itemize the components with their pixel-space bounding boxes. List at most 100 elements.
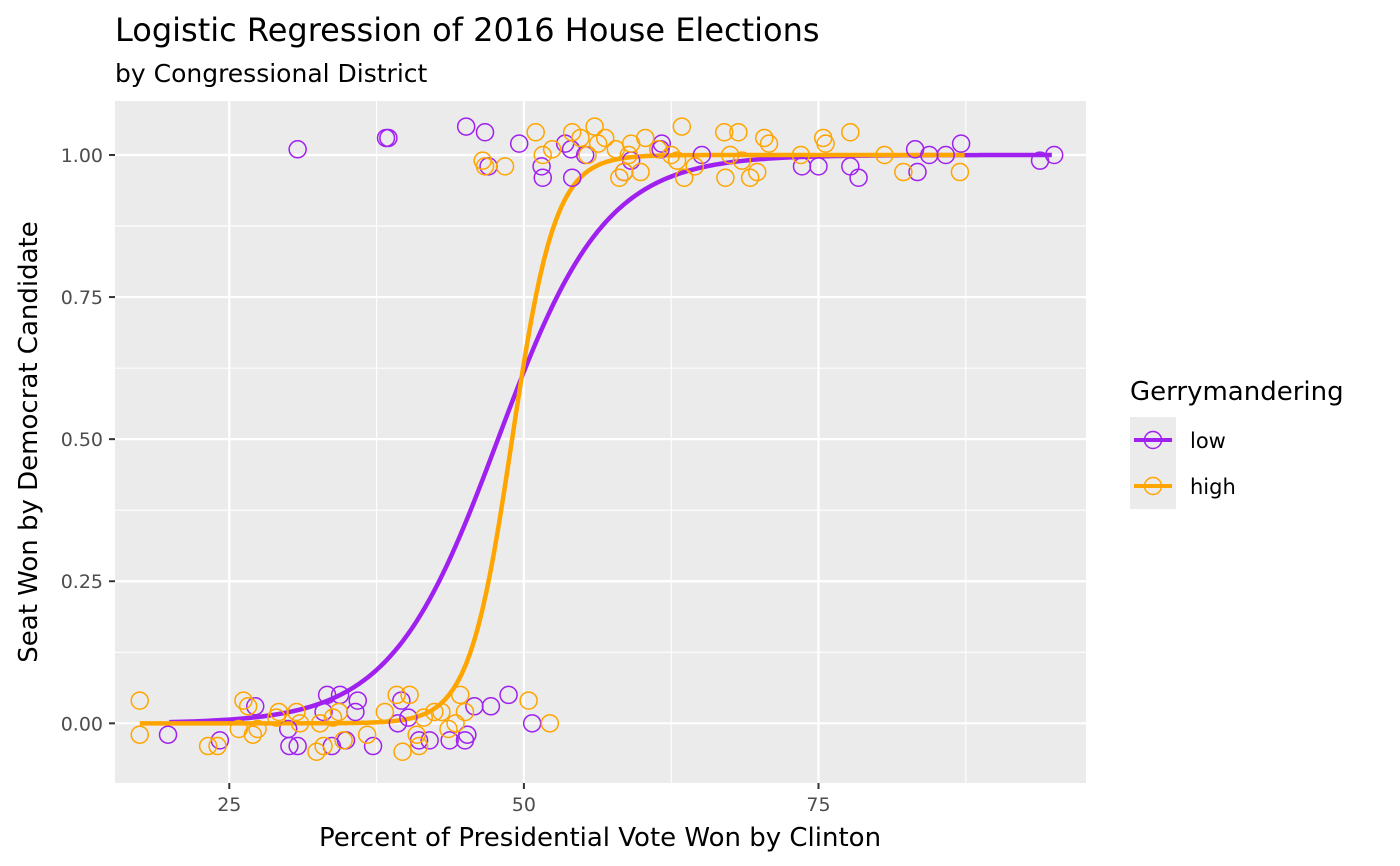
data-point-high xyxy=(475,157,495,176)
data-point-low xyxy=(692,145,712,165)
data-point-high xyxy=(636,128,655,148)
data-point-low xyxy=(456,117,476,136)
data-point-low xyxy=(420,731,439,750)
data-point-high xyxy=(375,702,395,722)
data-point-low xyxy=(849,168,868,187)
data-point-high xyxy=(446,714,465,733)
y-tick-label: 0.75 xyxy=(61,287,103,309)
data-point-low xyxy=(908,162,927,182)
data-point-high xyxy=(357,725,377,744)
fitted-curves xyxy=(139,152,1052,726)
legend-key-high-point xyxy=(1143,476,1163,496)
data-point-high xyxy=(595,128,615,148)
data-point-high xyxy=(674,168,694,187)
x-tick-label: 25 xyxy=(217,794,241,816)
legend-key-low-point xyxy=(1143,430,1163,450)
data-point-low xyxy=(481,697,501,716)
data-point-high xyxy=(393,742,412,761)
data-point-high xyxy=(439,719,458,739)
data-point-low xyxy=(499,685,518,705)
data-point-low xyxy=(951,134,971,153)
data-points xyxy=(130,117,1064,761)
data-point-high xyxy=(578,145,597,165)
x-tick-label: 75 xyxy=(806,794,830,816)
data-point-low xyxy=(652,134,672,153)
data-point-high xyxy=(533,145,553,165)
data-point-low xyxy=(562,168,582,187)
plot-panel xyxy=(115,101,1086,783)
data-point-high xyxy=(243,725,263,744)
data-point-high xyxy=(329,702,349,722)
data-point-low xyxy=(245,697,265,716)
data-point-high xyxy=(455,702,475,722)
legend-title: Gerrymandering xyxy=(1130,377,1344,407)
y-tick-label: 0.00 xyxy=(61,713,103,735)
data-point-high xyxy=(894,162,913,182)
data-point-high xyxy=(425,702,444,722)
data-point-low xyxy=(399,708,418,727)
data-point-high xyxy=(130,725,149,744)
data-point-high xyxy=(685,157,705,176)
data-point-high xyxy=(540,714,560,733)
data-point-high xyxy=(747,162,767,182)
data-point-high xyxy=(716,168,735,187)
data-point-high xyxy=(414,708,433,727)
data-point-high xyxy=(571,128,590,148)
data-point-low xyxy=(288,736,307,756)
data-point-high xyxy=(740,168,760,187)
data-point-high xyxy=(631,162,650,182)
data-point-high xyxy=(208,736,227,756)
data-point-high xyxy=(950,162,970,182)
data-point-high xyxy=(841,123,860,142)
data-point-high xyxy=(451,685,470,705)
data-point-high xyxy=(588,134,608,153)
data-point-high xyxy=(720,145,740,165)
y-axis-title: Seat Won by Democrat Candidate xyxy=(14,221,44,662)
data-point-high xyxy=(432,702,451,722)
data-point-high xyxy=(287,702,306,722)
data-point-high xyxy=(661,145,681,165)
data-point-low xyxy=(280,736,299,756)
data-point-high xyxy=(759,134,779,153)
data-point-high xyxy=(714,123,734,142)
data-point-high xyxy=(238,697,258,716)
data-point-low xyxy=(348,691,367,710)
data-point-high xyxy=(314,736,333,756)
grid-lines xyxy=(115,101,1086,783)
data-point-high xyxy=(387,685,406,705)
data-point-low xyxy=(1044,145,1064,165)
data-point-high xyxy=(409,736,429,756)
data-point-high xyxy=(290,714,310,733)
data-point-high xyxy=(400,685,419,705)
y-tick-label: 1.00 xyxy=(61,145,103,167)
data-point-low xyxy=(440,731,459,750)
data-point-low xyxy=(379,128,398,148)
y-tick-label: 0.50 xyxy=(61,429,103,451)
data-point-high xyxy=(672,117,692,136)
legend: Gerrymandering low high xyxy=(1130,377,1344,509)
chart-subtitle: by Congressional District xyxy=(115,59,428,88)
data-point-high xyxy=(310,714,330,733)
x-axis-title: Percent of Presidential Vote Won by Clin… xyxy=(319,823,881,853)
data-point-low xyxy=(809,157,828,176)
data-point-high xyxy=(755,128,774,148)
data-point-high xyxy=(585,117,604,136)
data-point-low xyxy=(158,725,178,744)
x-tick-label: 50 xyxy=(512,794,536,816)
data-point-high xyxy=(667,151,687,170)
data-point-high xyxy=(130,691,149,710)
data-point-high xyxy=(248,719,267,739)
data-point-high xyxy=(526,123,545,142)
data-point-high xyxy=(334,731,353,750)
data-point-high xyxy=(732,151,752,170)
legend-label-high: high xyxy=(1190,475,1236,499)
data-point-low xyxy=(363,736,383,756)
data-point-high xyxy=(542,140,562,159)
data-point-low xyxy=(532,157,551,176)
data-point-high xyxy=(791,145,811,165)
data-point-low xyxy=(475,123,495,142)
data-point-low xyxy=(288,140,307,159)
data-point-high xyxy=(648,140,668,159)
data-point-high xyxy=(495,157,515,176)
